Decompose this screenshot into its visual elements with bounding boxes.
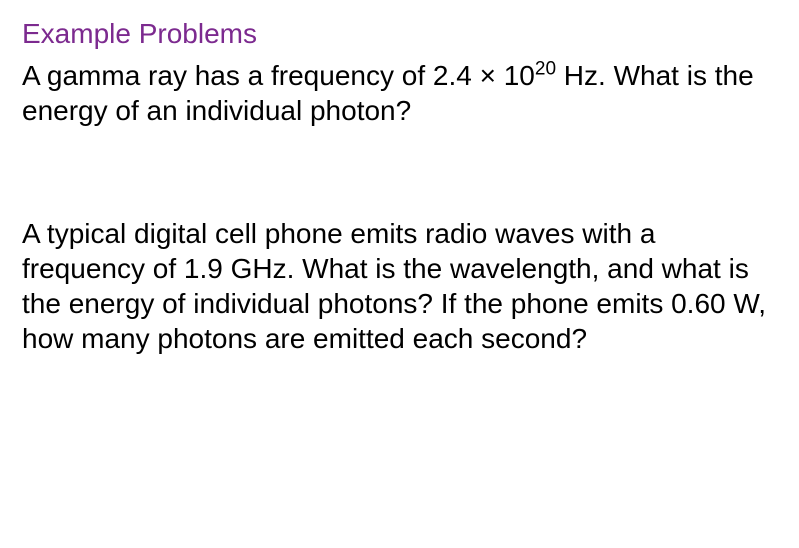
problem-text: A gamma ray has a frequency of 2.4 × 10 [22,60,535,91]
section-heading: Example Problems [22,18,777,50]
exponent: 20 [535,59,556,80]
problem-2: A typical digital cell phone emits radio… [22,216,777,356]
problem-text: A typical digital cell phone emits radio… [22,218,766,354]
problem-1: A gamma ray has a frequency of 2.4 × 102… [22,58,777,128]
